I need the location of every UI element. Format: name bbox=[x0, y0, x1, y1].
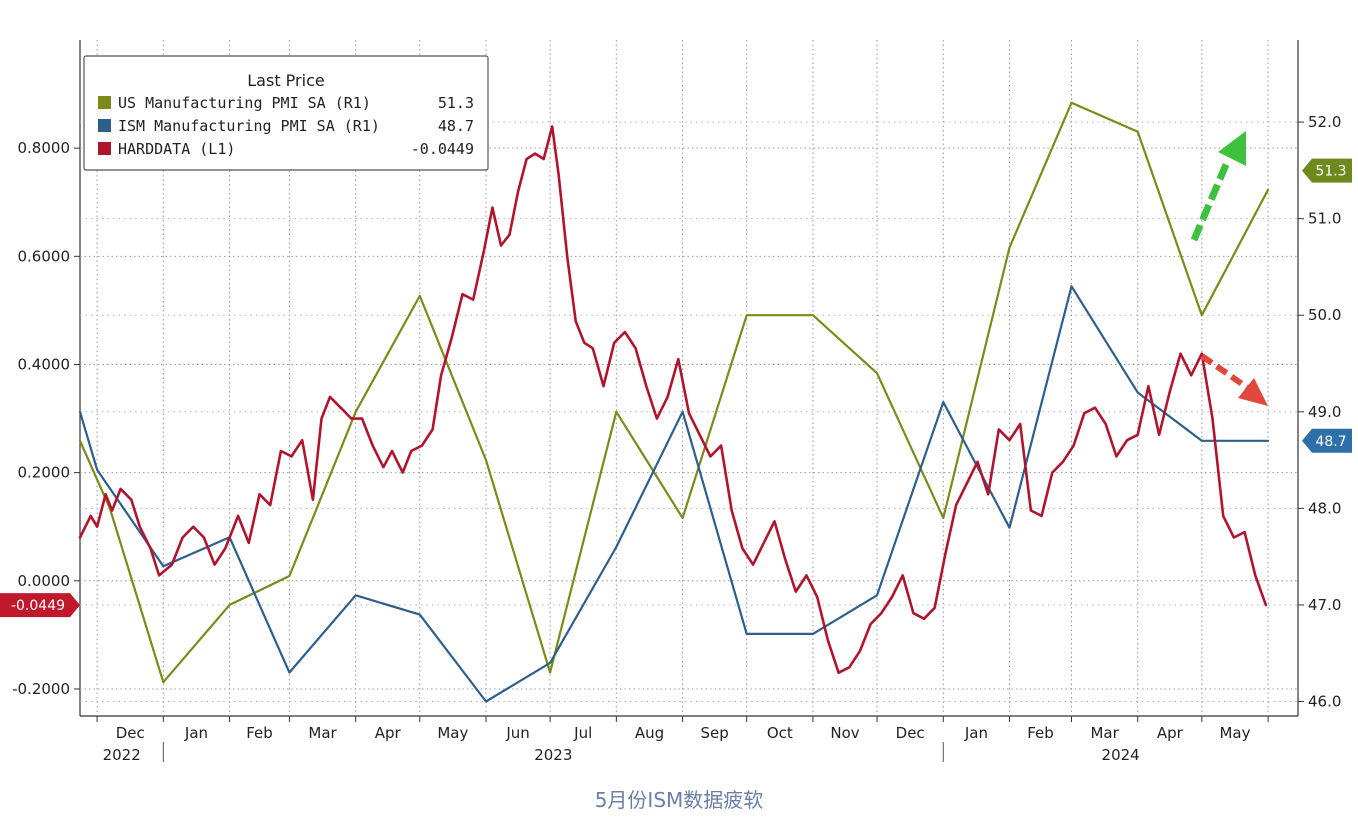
y-left-tick-label: -0.2000 bbox=[12, 680, 70, 698]
series-line-ism-pmi bbox=[78, 285, 1270, 703]
x-tick-label: Jul bbox=[573, 724, 592, 742]
y-left-tick-label: 0.8000 bbox=[18, 139, 71, 157]
x-tick-label: Nov bbox=[830, 724, 859, 742]
legend-swatch-us-pmi bbox=[98, 96, 111, 109]
x-tick-label: Feb bbox=[1027, 724, 1054, 742]
last-value-badge-harddata bbox=[0, 593, 80, 618]
x-tick-label: Feb bbox=[246, 724, 273, 742]
x-year-label: 2023 bbox=[534, 746, 572, 764]
y-right-tick-label: 49.0 bbox=[1308, 403, 1341, 421]
x-tick-label: May bbox=[1219, 724, 1250, 742]
legend-value-ism-pmi: 48.7 bbox=[438, 117, 474, 135]
y-left-tick-label: 0.2000 bbox=[18, 464, 71, 482]
legend-label-us-pmi: US Manufacturing PMI SA (R1) bbox=[118, 94, 371, 112]
y-left-tick-label: 0.4000 bbox=[18, 355, 71, 373]
legend-title: Last Price bbox=[247, 71, 324, 90]
last-value-badge-us-pmi bbox=[1302, 158, 1352, 183]
legend-swatch-harddata bbox=[98, 142, 111, 155]
series-line-harddata bbox=[78, 125, 1268, 675]
y-right-tick-label: 48.0 bbox=[1308, 499, 1341, 517]
red-down-arrow bbox=[1200, 353, 1268, 406]
legend-value-us-pmi: 51.3 bbox=[438, 94, 474, 112]
y-right-tick-label: 50.0 bbox=[1308, 306, 1341, 324]
last-value-badge-us-pmi-text: 51.3 bbox=[1315, 164, 1346, 180]
x-tick-label: Jun bbox=[505, 724, 529, 742]
last-value-badge-ism-pmi bbox=[1302, 428, 1352, 453]
y-left-tick-label: 0.0000 bbox=[18, 572, 71, 590]
series-line-us-pmi bbox=[78, 101, 1270, 684]
last-value-badge-ism-pmi-text: 48.7 bbox=[1315, 434, 1346, 450]
x-tick-label: Mar bbox=[1090, 724, 1119, 742]
x-year-label: 2024 bbox=[1102, 746, 1140, 764]
x-tick-label: Dec bbox=[116, 724, 145, 742]
y-right-tick-label: 47.0 bbox=[1308, 596, 1341, 614]
green-up-arrow bbox=[1190, 131, 1246, 242]
y-right-tick-label: 46.0 bbox=[1308, 693, 1341, 711]
legend-label-harddata: HARDDATA (L1) bbox=[118, 140, 235, 158]
legend: Last Price US Manufacturing PMI SA (R1) … bbox=[83, 55, 489, 171]
x-tick-label: Sep bbox=[701, 724, 729, 742]
x-year-label: 2022 bbox=[103, 746, 141, 764]
x-tick-label: Jan bbox=[184, 724, 208, 742]
chart-caption: 5月份ISM数据疲软 bbox=[594, 788, 764, 812]
x-tick-label: Apr bbox=[1157, 724, 1184, 742]
x-tick-label: Dec bbox=[896, 724, 925, 742]
y-right-tick-label: 51.0 bbox=[1308, 210, 1341, 228]
legend-swatch-ism-pmi bbox=[98, 119, 111, 132]
x-tick-label: Mar bbox=[308, 724, 337, 742]
x-tick-label: Aug bbox=[635, 724, 664, 742]
x-tick-label: Oct bbox=[767, 724, 793, 742]
legend-value-harddata: -0.0449 bbox=[411, 140, 474, 158]
x-tick-label: Jan bbox=[964, 724, 988, 742]
x-tick-label: Apr bbox=[375, 724, 402, 742]
last-value-badge-harddata-text: -0.0449 bbox=[11, 598, 65, 614]
y-left-tick-label: 0.6000 bbox=[18, 247, 71, 265]
y-right-tick-label: 52.0 bbox=[1308, 113, 1341, 131]
legend-label-ism-pmi: ISM Manufacturing PMI SA (R1) bbox=[118, 117, 380, 135]
x-tick-label: May bbox=[437, 724, 468, 742]
